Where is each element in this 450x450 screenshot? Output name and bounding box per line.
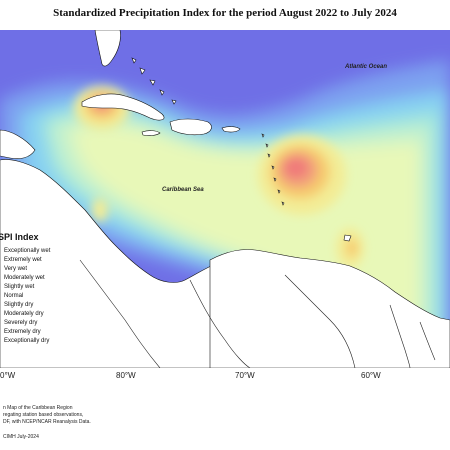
- legend-item: Moderately wet: [4, 275, 45, 281]
- legend-title: SPI Index: [0, 232, 39, 242]
- legend-item: Severely dry: [4, 320, 38, 326]
- hispaniola: [169, 118, 212, 136]
- legend-item: Slightly wet: [4, 284, 35, 290]
- lon-tick-70w: 70°W: [235, 371, 255, 380]
- jamaica: [141, 130, 161, 136]
- footer-credit: CIMH July-2024: [3, 434, 39, 440]
- legend: SPI Index Exceptionally wet Extremely we…: [0, 232, 56, 344]
- puerto-rico: [221, 126, 241, 133]
- borders: [79, 259, 436, 368]
- south-america: [209, 249, 450, 368]
- lon-tick-60w: 60°W: [361, 371, 381, 380]
- caribbean-sea-label: Caribbean Sea: [162, 187, 204, 193]
- footer-line-1: n Map of the Caribbean Region: [3, 405, 73, 411]
- legend-item: Extremely dry: [4, 329, 41, 335]
- legend-item: Slightly dry: [4, 302, 34, 308]
- cuba: [81, 93, 165, 121]
- lon-tick-0: 0°W: [0, 371, 16, 380]
- landmasses: [0, 30, 450, 368]
- legend-item: Normal: [4, 293, 24, 299]
- legend-item: Moderately dry: [4, 311, 44, 317]
- legend-item: Extremely wet: [4, 257, 42, 263]
- lon-tick-80w: 80°W: [116, 371, 136, 380]
- legend-item: Very wet: [4, 266, 28, 272]
- legend-item: Exceptionally wet: [4, 248, 51, 254]
- spi-map: Atlantic Ocean Caribbean Sea: [0, 30, 450, 368]
- map-title: Standardized Precipitation Index for the…: [53, 7, 397, 19]
- atlantic-ocean-label: Atlantic Ocean: [344, 64, 387, 70]
- footer-line-3: DF, with NCEP/NCAR Reanalysis Data.: [3, 419, 91, 425]
- spi-map-canvas: Atlantic Ocean Caribbean Sea: [0, 30, 450, 368]
- florida: [94, 30, 121, 67]
- legend-item: Exceptionally dry: [4, 338, 50, 344]
- footer-line-2: regating station based observations,: [3, 412, 84, 418]
